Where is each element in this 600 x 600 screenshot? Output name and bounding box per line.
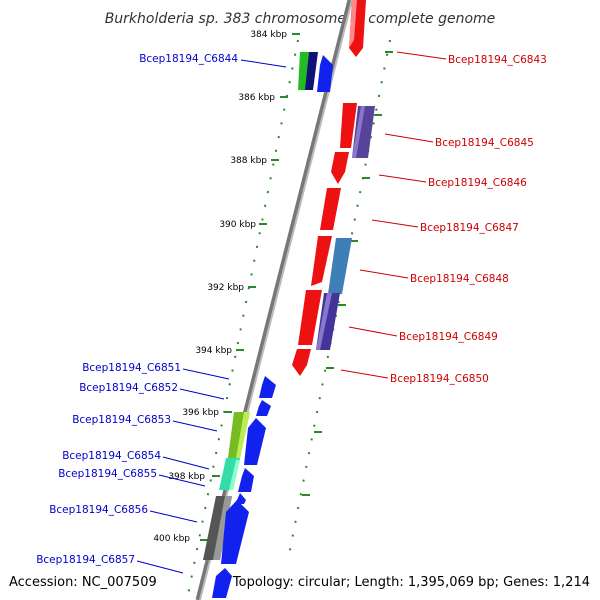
gene-C6846[interactable]	[331, 152, 349, 184]
label-C6851[interactable]: Bcep18194_C6851	[82, 362, 181, 374]
tick-label: 390 kbp	[219, 220, 256, 230]
tick-label: 394 kbp	[195, 346, 232, 356]
label-C6847[interactable]: Bcep18194_C6847	[420, 222, 519, 234]
label-C6846[interactable]: Bcep18194_C6846	[428, 177, 527, 189]
gene-C6845-a[interactable]	[340, 103, 357, 148]
label-C6855[interactable]: Bcep18194_C6855	[58, 468, 157, 480]
tick-label: 400 kbp	[153, 534, 190, 544]
leader-line	[384, 133, 434, 143]
tick-label: 384 kbp	[250, 30, 287, 40]
label-C6849[interactable]: Bcep18194_C6849	[399, 331, 498, 343]
gene-C6857[interactable]	[212, 568, 232, 598]
leader-line	[359, 269, 409, 279]
reverse-labels: Bcep18194_C6844 Bcep18194_C6851 Bcep1819…	[36, 53, 287, 574]
leader-line	[378, 174, 427, 183]
right-guide-track	[287, 39, 391, 561]
accession-text: Accession: NC_007509	[9, 575, 157, 590]
leader-line	[396, 51, 447, 60]
leader-line	[149, 510, 198, 523]
leader-line	[340, 369, 389, 379]
tick-label: 386 kbp	[238, 93, 275, 103]
label-C6848[interactable]: Bcep18194_C6848	[410, 273, 509, 285]
tick-label: 398 kbp	[168, 472, 205, 482]
leader-line	[158, 474, 206, 487]
gene-C6852[interactable]	[256, 400, 271, 416]
leader-line	[348, 326, 398, 337]
label-C6843[interactable]: Bcep18194_C6843	[448, 54, 547, 66]
tick-label: 392 kbp	[207, 283, 244, 293]
leader-line	[179, 388, 225, 400]
gene-C6849-a[interactable]	[298, 290, 322, 345]
topology-text: Topology: circular; Length: 1,395,069 bp…	[232, 575, 590, 590]
leader-line	[162, 456, 210, 470]
label-C6853[interactable]: Bcep18194_C6853	[72, 414, 171, 426]
label-C6857[interactable]: Bcep18194_C6857	[36, 554, 135, 566]
gene-C6848-a[interactable]	[311, 236, 332, 286]
tick-label: 388 kbp	[230, 156, 267, 166]
leader-line	[136, 560, 184, 574]
forward-labels: Bcep18194_C6843 Bcep18194_C6845 Bcep1819…	[340, 51, 547, 385]
reverse-genes	[203, 52, 333, 598]
leader-line	[182, 368, 230, 380]
forward-genes	[292, 0, 375, 376]
label-C6844[interactable]: Bcep18194_C6844	[139, 53, 238, 65]
gene-C6847[interactable]	[320, 188, 341, 230]
gene-C6848[interactable]	[328, 238, 352, 294]
label-C6850[interactable]: Bcep18194_C6850	[390, 373, 489, 385]
gene-C6850[interactable]	[292, 349, 311, 376]
leader-line	[240, 59, 287, 68]
label-C6852[interactable]: Bcep18194_C6852	[79, 382, 178, 394]
label-C6856[interactable]: Bcep18194_C6856	[49, 504, 148, 516]
tick-label: 396 kbp	[182, 408, 219, 418]
gene-C6851[interactable]	[259, 376, 276, 398]
leader-line	[172, 420, 218, 432]
gene-C6855[interactable]	[238, 468, 254, 492]
leader-line	[371, 219, 419, 228]
right-track-ticks	[302, 51, 393, 496]
label-C6854[interactable]: Bcep18194_C6854	[62, 450, 161, 462]
kbp-ticks: 384 kbp 386 kbp 388 kbp 390 kbp 392 kbp …	[153, 30, 300, 544]
label-C6845[interactable]: Bcep18194_C6845	[435, 137, 534, 149]
map-title: Burkholderia sp. 383 chromosome 3, compl…	[105, 11, 496, 27]
